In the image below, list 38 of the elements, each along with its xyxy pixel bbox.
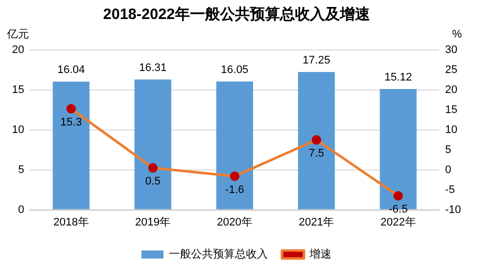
y2-tick-label: 10 bbox=[445, 124, 458, 136]
x-tick-label: 2019年 bbox=[135, 216, 171, 228]
y2-tick-label: 25 bbox=[445, 64, 458, 76]
bar bbox=[298, 72, 335, 210]
chart-title: 2018-2022年一般公共预算总收入及增速 bbox=[103, 6, 371, 24]
y2-tick-label: -5 bbox=[445, 184, 455, 196]
data-label: 15.3 bbox=[60, 116, 82, 128]
y-tick-label: 15 bbox=[12, 84, 24, 96]
x-tick-label: 2018年 bbox=[53, 216, 89, 228]
data-label: -1.6 bbox=[225, 184, 244, 196]
x-tick-label: 2021年 bbox=[298, 216, 334, 228]
data-label: -6.5 bbox=[388, 203, 408, 216]
legend-label: 一般公共预算总收入 bbox=[169, 248, 268, 261]
legend-label: 增速 bbox=[308, 248, 332, 261]
y2-tick-label: 15 bbox=[445, 104, 458, 116]
data-label: 17.25 bbox=[302, 54, 330, 67]
y-tick-label: 0 bbox=[18, 204, 24, 216]
bar bbox=[134, 79, 172, 210]
data-label: 16.31 bbox=[139, 62, 167, 74]
y2-tick-label: 30 bbox=[445, 44, 458, 56]
y-tick-label: 10 bbox=[12, 124, 24, 136]
x-tick-label: 2022年 bbox=[380, 216, 416, 228]
y2-tick-label: -10 bbox=[445, 204, 462, 216]
x-tick-label: 2020年 bbox=[216, 216, 252, 228]
y2-tick-label: 20 bbox=[445, 84, 458, 96]
y-tick-label: 20 bbox=[12, 44, 24, 56]
bar bbox=[216, 82, 254, 210]
y2-tick-label: 5 bbox=[445, 144, 452, 156]
y-axis-title: 亿元 bbox=[6, 28, 29, 41]
data-label: 7.5 bbox=[308, 147, 324, 160]
data-label: 16.05 bbox=[220, 64, 248, 76]
data-label: 0.5 bbox=[145, 175, 161, 188]
data-label: 16.04 bbox=[57, 64, 85, 76]
y2-axis-title: % bbox=[452, 28, 462, 41]
y2-tick-label: 0 bbox=[445, 164, 452, 176]
data-label: 15.12 bbox=[384, 72, 412, 84]
bar bbox=[52, 82, 90, 210]
y-tick-label: 5 bbox=[18, 164, 24, 176]
